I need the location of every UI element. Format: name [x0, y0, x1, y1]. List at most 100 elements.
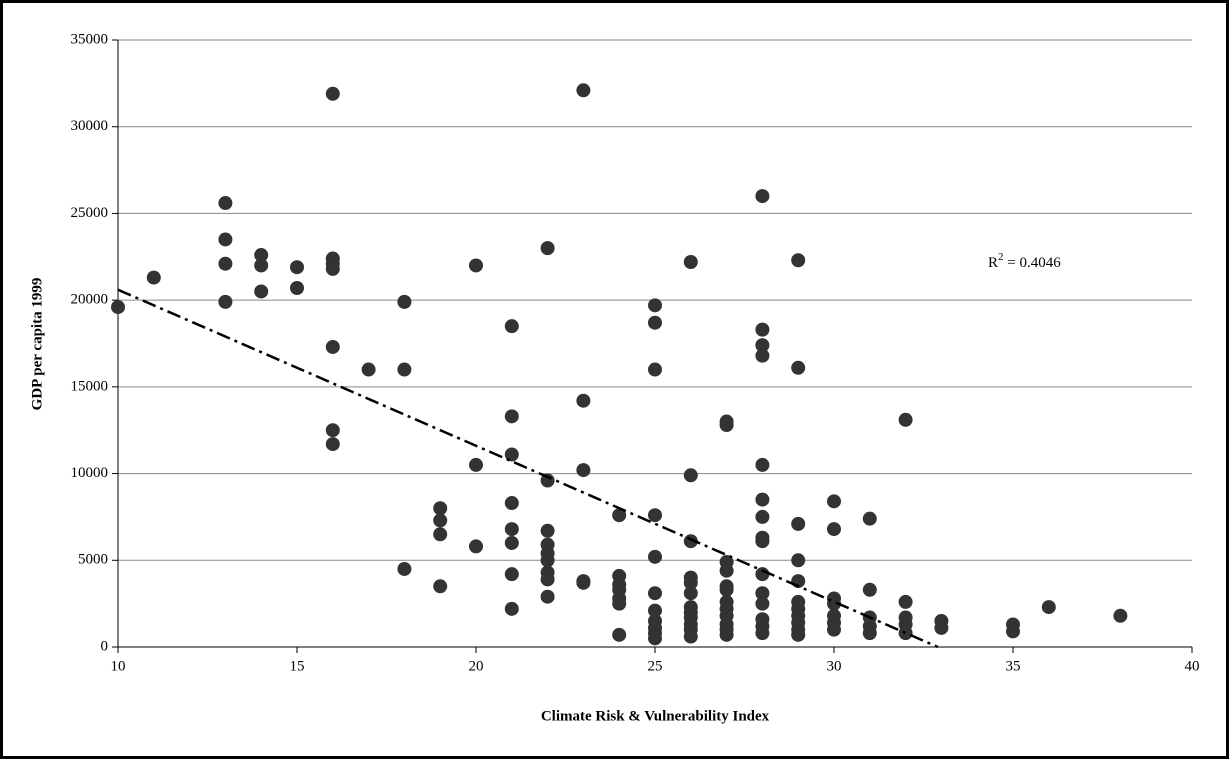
- y-axis-label: GDP per capita 1999: [29, 278, 45, 411]
- x-tick-label: 15: [290, 658, 305, 674]
- point: [898, 594, 913, 609]
- point: [862, 626, 877, 641]
- point: [218, 232, 233, 247]
- point: [433, 527, 448, 542]
- point: [898, 412, 913, 427]
- point: [648, 631, 662, 646]
- point: [504, 567, 519, 582]
- x-tick-label: 20: [469, 658, 484, 674]
- point: [540, 473, 555, 488]
- x-tick-label: 40: [1185, 658, 1200, 674]
- x-tick-label: 25: [648, 658, 663, 674]
- y-tick-label: 30000: [71, 118, 109, 134]
- point: [433, 501, 448, 516]
- point: [576, 83, 591, 98]
- point: [648, 298, 662, 313]
- point: [290, 281, 304, 296]
- x-axis-label: Climate Risk & Vulnerability Index: [541, 708, 770, 724]
- point: [576, 463, 591, 478]
- point: [504, 496, 519, 511]
- point: [576, 393, 591, 408]
- point: [683, 575, 698, 590]
- point: [111, 300, 125, 315]
- y-tick-label: 35000: [71, 31, 109, 47]
- point: [827, 494, 841, 509]
- point: [791, 360, 806, 375]
- y-tick-label: 15000: [71, 378, 109, 394]
- point: [755, 509, 770, 524]
- point: [218, 256, 233, 271]
- point: [862, 582, 877, 597]
- point: [397, 294, 412, 309]
- point: [397, 362, 412, 377]
- point: [755, 338, 770, 353]
- point: [648, 549, 662, 564]
- point: [325, 437, 340, 452]
- point: [791, 516, 806, 531]
- point: [325, 423, 340, 438]
- point: [898, 626, 913, 641]
- point: [755, 492, 770, 507]
- point: [325, 86, 340, 101]
- point: [397, 561, 412, 576]
- point: [719, 563, 734, 578]
- point: [683, 629, 698, 644]
- point: [540, 523, 555, 538]
- point: [254, 248, 269, 263]
- point: [755, 626, 770, 641]
- y-tick-label: 0: [101, 638, 109, 654]
- point: [576, 575, 591, 590]
- point: [755, 596, 770, 611]
- point: [827, 622, 841, 637]
- point: [325, 261, 340, 276]
- point: [612, 508, 627, 523]
- point: [791, 253, 806, 268]
- point: [934, 620, 949, 635]
- point: [755, 534, 770, 549]
- point: [755, 189, 770, 204]
- y-tick-label: 25000: [71, 205, 109, 221]
- point: [791, 553, 806, 568]
- point: [1113, 608, 1128, 623]
- point: [683, 586, 698, 601]
- x-tick-label: 35: [1006, 658, 1021, 674]
- point: [433, 579, 448, 594]
- x-tick-label: 30: [827, 658, 842, 674]
- point: [648, 362, 662, 377]
- point: [683, 254, 698, 269]
- y-tick-label: 20000: [71, 292, 109, 308]
- point: [719, 582, 734, 597]
- point: [504, 447, 519, 462]
- point: [504, 522, 519, 537]
- point: [612, 627, 627, 642]
- y-tick-label: 10000: [71, 465, 109, 481]
- point: [719, 418, 734, 433]
- point: [433, 513, 448, 528]
- point: [648, 315, 662, 330]
- point: [504, 319, 519, 334]
- point: [862, 511, 877, 526]
- point: [683, 468, 698, 483]
- y-tick-label: 5000: [78, 552, 108, 568]
- point: [540, 589, 555, 604]
- point: [648, 603, 662, 618]
- point: [469, 457, 483, 472]
- annotation-base: R: [988, 255, 998, 271]
- point: [755, 322, 770, 337]
- point: [325, 339, 340, 354]
- annotation-rest: = 0.4046: [1004, 255, 1062, 271]
- point: [218, 294, 233, 309]
- point: [755, 567, 770, 582]
- annotation: R2 = 0.4046: [988, 251, 1061, 272]
- point: [1006, 624, 1020, 639]
- point: [648, 508, 662, 523]
- point: [218, 196, 233, 211]
- point: [648, 586, 662, 601]
- annotation-sup: 2: [998, 251, 1004, 263]
- point: [719, 627, 734, 642]
- point: [755, 586, 770, 601]
- point: [1041, 600, 1056, 615]
